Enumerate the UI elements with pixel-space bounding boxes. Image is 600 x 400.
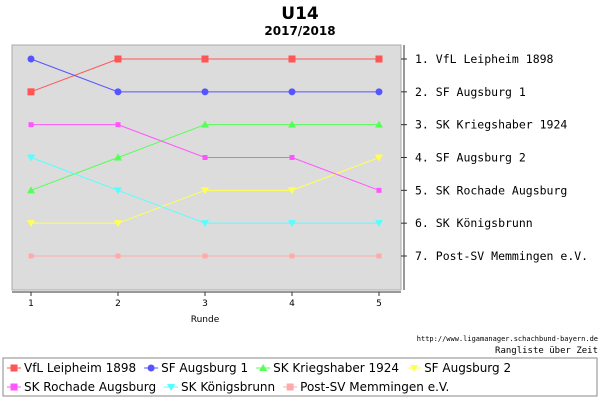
data-point-sk-rochade-augsburg: [376, 187, 382, 193]
legend-label-sf-augsburg-2: SF Augsburg 2: [424, 361, 511, 375]
data-point-sk-kriegshaber-1924: [114, 153, 122, 161]
data-point-sf-augsburg-1: [288, 88, 296, 96]
plot-area: [11, 44, 402, 291]
ranking-label: 7. Post-SV Memmingen e.V.: [415, 249, 588, 263]
chart-title: U14: [281, 4, 319, 24]
data-point-sk-rochade-augsburg: [289, 155, 295, 160]
legend-label-sk-k-nigsbrunn: SK Königsbrunn: [181, 380, 275, 394]
data-point-sk-k-nigsbrunn: [27, 154, 35, 162]
data-point-vfl-leipheim-1898: [288, 55, 296, 63]
ranking-label: 3. SK Kriegshaber 1924: [415, 118, 567, 132]
data-point-vfl-leipheim-1898: [114, 55, 122, 63]
legend-marker-post-sv-memmingen-e-v: [286, 383, 294, 391]
data-point-vfl-leipheim-1898: [375, 55, 383, 63]
data-point-sk-k-nigsbrunn: [375, 220, 383, 228]
data-point-sf-augsburg-2: [27, 220, 35, 228]
data-point-sk-kriegshaber-1924: [201, 120, 209, 128]
data-point-post-sv-memmingen-e-v: [376, 253, 382, 259]
legend-marker-sf-augsburg-2: [410, 365, 419, 372]
footer-url: http://www.ligamanager.schachbund-bayern…: [417, 335, 598, 343]
x-tick-label: 4: [289, 299, 295, 309]
x-tick-label: 2: [115, 299, 121, 309]
legend-label-vfl-leipheim-1898: VfL Leipheim 1898: [24, 361, 136, 375]
data-point-sf-augsburg-1: [201, 88, 209, 96]
data-point-sf-augsburg-1: [375, 88, 383, 96]
data-point-vfl-leipheim-1898: [27, 88, 35, 96]
legend-label-sk-rochade-augsburg: SK Rochade Augsburg: [24, 380, 156, 394]
data-point-sf-augsburg-1: [27, 55, 35, 63]
data-point-post-sv-memmingen-e-v: [115, 253, 121, 259]
legend-marker-sk-k-nigsbrunn: [167, 384, 176, 391]
data-point-sf-augsburg-2: [288, 187, 296, 195]
ranking-label: 2. SF Augsburg 1: [415, 85, 526, 99]
legend-marker-sk-rochade-augsburg: [10, 383, 18, 391]
data-point-sk-kriegshaber-1924: [288, 120, 296, 128]
data-point-sk-kriegshaber-1924: [375, 120, 383, 128]
x-axis-label: Runde: [191, 315, 220, 325]
legend-marker-sf-augsburg-1: [147, 364, 155, 372]
ranking-label: 1. VfL Leipheim 1898: [415, 52, 554, 66]
data-point-post-sv-memmingen-e-v: [202, 253, 208, 259]
legend-label-sf-augsburg-1: SF Augsburg 1: [161, 361, 248, 375]
data-point-sk-kriegshaber-1924: [27, 186, 35, 194]
data-point-sk-k-nigsbrunn: [201, 220, 209, 228]
data-point-vfl-leipheim-1898: [201, 55, 209, 63]
data-point-sk-rochade-augsburg: [115, 122, 121, 128]
legend-marker-vfl-leipheim-1898: [10, 364, 18, 372]
legend-box: [2, 357, 598, 397]
footer-caption: Rangliste über Zeit: [495, 346, 598, 356]
data-point-sf-augsburg-2: [114, 220, 122, 228]
legend-marker-sk-kriegshaber-1924: [259, 364, 268, 371]
data-point-sf-augsburg-1: [114, 88, 122, 96]
x-tick-label: 3: [202, 299, 208, 309]
ranking-label: 5. SK Rochade Augsburg: [415, 183, 567, 197]
data-point-sk-k-nigsbrunn: [114, 187, 122, 195]
chart-subtitle: 2017/2018: [264, 24, 335, 38]
data-point-sk-k-nigsbrunn: [288, 220, 296, 228]
data-point-post-sv-memmingen-e-v: [289, 253, 295, 259]
data-point-sk-rochade-augsburg: [28, 122, 34, 128]
ranking-label: 6. SK Königsbrunn: [415, 216, 533, 230]
data-point-sf-augsburg-2: [201, 187, 209, 195]
legend-label-post-sv-memmingen-e-v: Post-SV Memmingen e.V.: [300, 380, 449, 394]
data-point-sk-rochade-augsburg: [202, 155, 208, 160]
x-tick-label: 5: [376, 299, 382, 309]
data-point-post-sv-memmingen-e-v: [28, 253, 34, 259]
data-point-sf-augsburg-2: [375, 154, 383, 162]
x-tick-label: 1: [28, 299, 34, 309]
ranking-label: 4. SF Augsburg 2: [415, 151, 526, 165]
legend-label-sk-kriegshaber-1924: SK Kriegshaber 1924: [273, 361, 399, 375]
